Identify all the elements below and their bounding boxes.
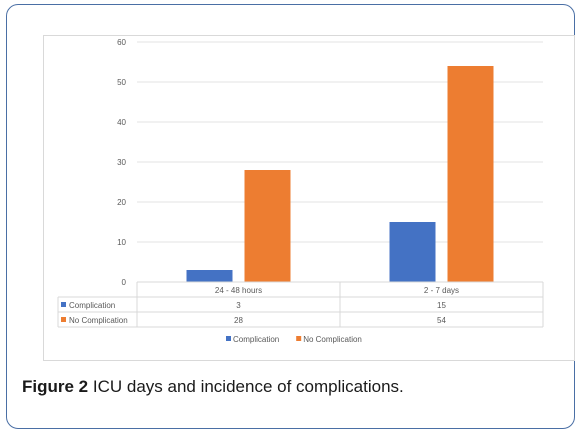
table-legend-key (61, 302, 66, 307)
y-tick-label: 60 (117, 38, 126, 47)
caption-label: Figure 2 (22, 377, 89, 396)
x-category-label: 2 - 7 days (424, 286, 459, 295)
table-value: 54 (437, 316, 446, 325)
y-tick-label: 40 (117, 118, 126, 127)
y-tick-label: 10 (117, 238, 126, 247)
legend-key (226, 336, 231, 341)
legend-entry: Complication (233, 335, 279, 344)
x-category-label: 24 - 48 hours (215, 286, 262, 295)
bar-complication (186, 270, 233, 282)
table-value: 15 (437, 301, 446, 310)
y-tick-label: 20 (117, 198, 126, 207)
figure-caption: Figure 2 ICU days and incidence of compl… (22, 377, 404, 397)
table-series-name: No Complication (69, 316, 128, 325)
bar-complication (389, 222, 436, 282)
table-value: 3 (236, 301, 241, 310)
bar-no-complication (244, 170, 291, 282)
y-tick-label: 30 (117, 158, 126, 167)
legend-key (296, 336, 302, 341)
caption-text: ICU days and incidence of complications. (92, 377, 404, 396)
table-value: 28 (234, 316, 243, 325)
y-tick-label: 50 (117, 78, 126, 87)
legend-entry: No Complication (303, 335, 362, 344)
y-tick-label: 0 (122, 278, 127, 287)
table-legend-key (61, 317, 66, 322)
bar-no-complication (447, 66, 494, 282)
table-series-name: Complication (69, 301, 115, 310)
